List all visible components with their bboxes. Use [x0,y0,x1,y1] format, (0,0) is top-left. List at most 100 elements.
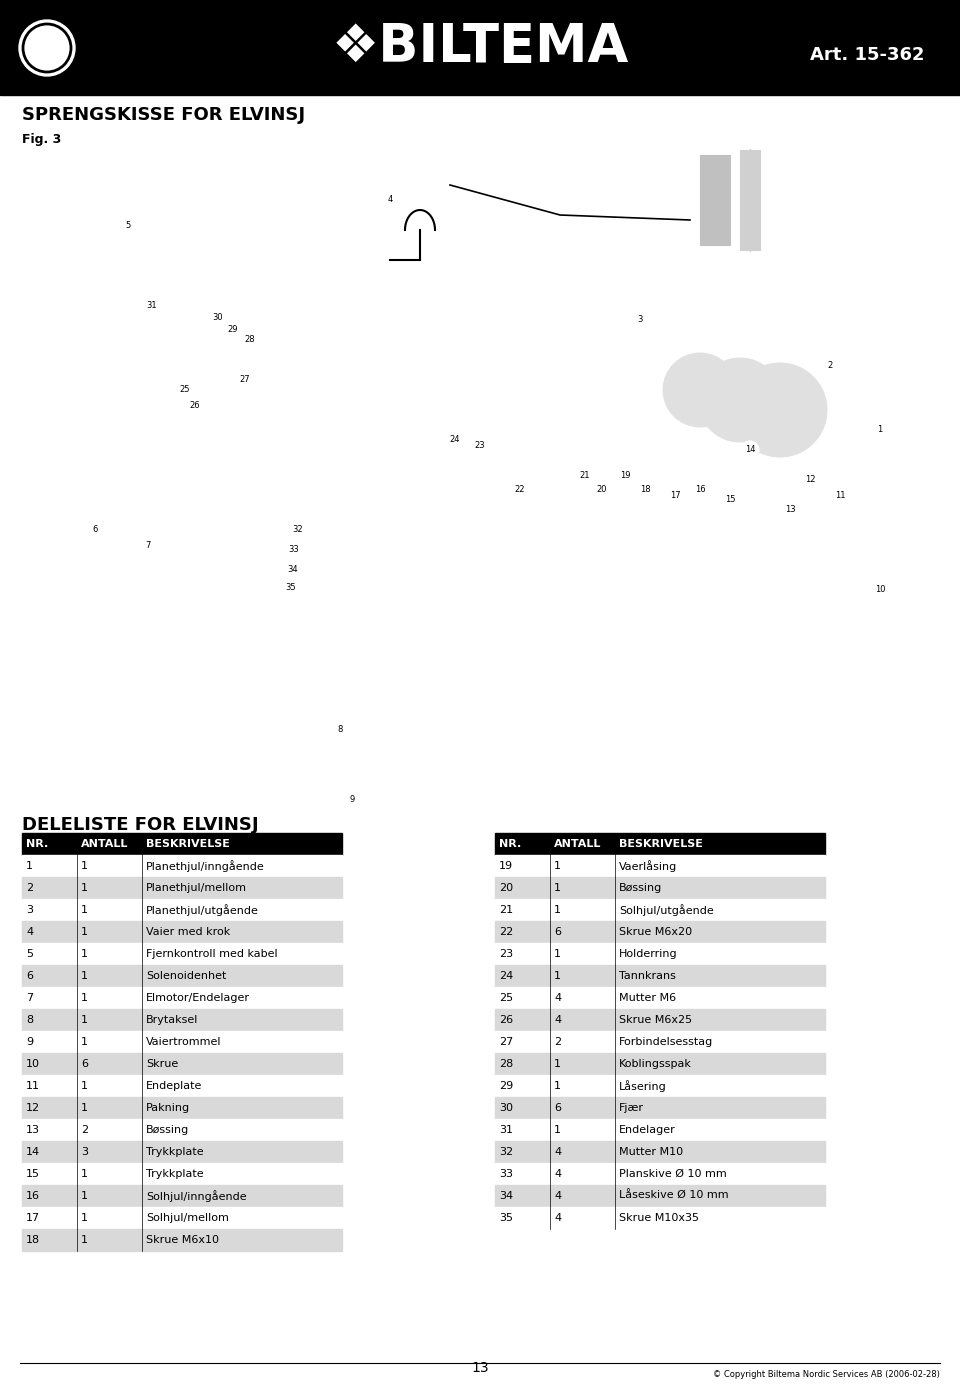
Text: NR.: NR. [499,839,521,848]
Text: 1: 1 [81,1103,88,1113]
Bar [550,1075,615,1098]
Bar [142,1075,342,1098]
Bar [495,833,550,855]
Bar [550,1053,615,1075]
Text: 3: 3 [26,905,33,915]
Circle shape [176,382,194,398]
Text: 15: 15 [26,1169,40,1178]
Bar [615,1053,825,1075]
Bar [615,921,825,943]
Bar [615,1098,825,1119]
Circle shape [86,521,104,539]
Circle shape [593,481,611,499]
Circle shape [821,357,839,373]
Text: Planethjul/mellom: Planethjul/mellom [146,883,247,893]
Bar [495,833,825,1229]
Text: 17: 17 [26,1213,40,1223]
Circle shape [663,352,737,428]
Bar [77,1053,142,1075]
Text: Solhjul/mellom: Solhjul/mellom [146,1213,228,1223]
Text: Skrue M6x25: Skrue M6x25 [619,1015,692,1025]
Text: 30: 30 [499,1103,513,1113]
Text: 35: 35 [286,584,297,592]
Circle shape [733,364,827,457]
Bar [22,1185,77,1206]
Circle shape [582,337,658,412]
Circle shape [119,216,137,234]
Bar [100,450,300,579]
Circle shape [781,501,799,520]
Text: 34: 34 [499,1191,514,1201]
Text: Endelager: Endelager [619,1126,676,1135]
Bar [22,833,77,855]
Text: Mutter M6: Mutter M6 [619,993,676,1003]
Circle shape [471,436,489,454]
Text: 24: 24 [499,971,514,981]
Bar [615,833,825,855]
Text: BESKRIVELSE: BESKRIVELSE [146,839,229,848]
Text: Mutter M10: Mutter M10 [619,1146,684,1158]
Circle shape [721,490,739,508]
Text: 11: 11 [835,490,845,500]
Text: Skrue M10x35: Skrue M10x35 [619,1213,699,1223]
Text: 28: 28 [499,1059,514,1068]
Text: 6: 6 [26,971,33,981]
Circle shape [282,579,300,598]
Text: 27: 27 [499,1036,514,1048]
Text: 32: 32 [499,1146,514,1158]
Bar [495,898,550,921]
Text: 8: 8 [337,726,343,734]
Bar [22,1163,77,1185]
Bar [550,1206,615,1229]
Circle shape [381,191,399,209]
Circle shape [280,495,320,535]
Bar [615,855,825,878]
Bar [77,1163,142,1185]
Text: 16: 16 [695,486,706,495]
Text: 12: 12 [804,475,815,485]
Bar [550,1098,615,1119]
Text: 1: 1 [81,1236,88,1245]
Bar [77,1185,142,1206]
Circle shape [655,345,745,435]
Circle shape [616,467,634,483]
Bar [22,855,77,878]
Text: 4: 4 [554,1169,562,1178]
Bar [495,921,550,943]
Bar [142,1098,342,1119]
Text: DELELISTE FOR ELVINSJ: DELELISTE FOR ELVINSJ [22,816,258,834]
Text: ANTALL: ANTALL [554,839,601,848]
Text: 1: 1 [81,861,88,871]
Bar [77,833,142,855]
Bar [22,1098,77,1119]
Text: 17: 17 [670,490,681,500]
Circle shape [691,481,709,499]
Text: Trykkplate: Trykkplate [146,1146,204,1158]
Text: 1: 1 [81,949,88,958]
Circle shape [139,536,157,554]
Text: 1: 1 [81,1213,88,1223]
Circle shape [289,521,307,539]
Text: 26: 26 [190,401,201,410]
Text: 1: 1 [554,861,561,871]
Circle shape [666,486,684,504]
Text: Fjernkontroll med kabel: Fjernkontroll med kabel [146,949,277,958]
Bar [142,833,342,855]
Bar [615,1009,825,1031]
Text: Fig. 3: Fig. 3 [22,134,61,146]
Text: 11: 11 [26,1081,40,1091]
Bar [495,1141,550,1163]
Bar [22,965,77,988]
Bar [615,965,825,988]
Bar [77,898,142,921]
Bar [77,988,142,1009]
Text: 20: 20 [499,883,514,893]
Bar [142,1009,342,1031]
Bar [15,155,945,830]
Bar [22,1206,77,1229]
Text: 24: 24 [449,436,460,444]
Text: 33: 33 [289,546,300,554]
Bar [142,1119,342,1141]
Text: 13: 13 [784,506,795,514]
Bar [700,155,730,245]
